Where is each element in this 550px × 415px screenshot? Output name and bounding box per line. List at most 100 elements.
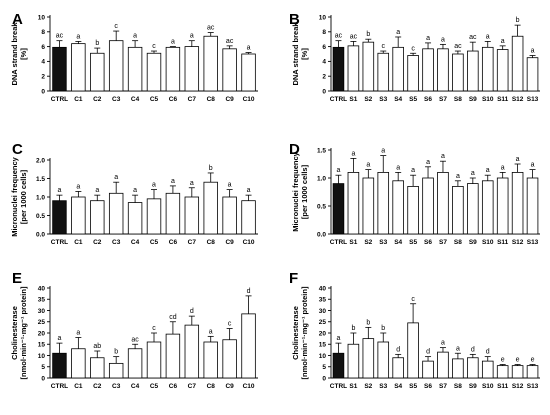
x-tick-label: C3 xyxy=(112,96,121,103)
significance-letter: b xyxy=(95,40,99,47)
x-tick-label: C7 xyxy=(188,96,197,103)
bar-c8 xyxy=(203,341,218,379)
x-tick-label: S8 xyxy=(454,96,462,103)
significance-letter: a xyxy=(76,183,80,190)
significance-letter: e xyxy=(501,357,505,364)
x-tick-label: CTRL xyxy=(330,96,347,103)
bar-s1 xyxy=(347,45,360,92)
bar-s1 xyxy=(347,171,360,235)
x-tick-label: S1 xyxy=(349,239,357,246)
bar-c2 xyxy=(90,200,105,235)
significance-letter: a xyxy=(426,35,430,42)
bar-s8 xyxy=(452,53,464,92)
x-tick-label: C6 xyxy=(169,383,178,390)
bar-s5 xyxy=(407,322,419,379)
x-tick-label: S3 xyxy=(379,383,387,390)
bar-s11 xyxy=(496,49,509,92)
x-tick-label: C1 xyxy=(74,383,83,390)
bar-c5 xyxy=(146,341,162,379)
x-tick-label: C4 xyxy=(131,239,140,246)
x-tick-label: S2 xyxy=(364,239,372,246)
significance-letter: b xyxy=(209,165,213,172)
y-axis-label-line: [nmol·min⁻¹·mg⁻¹ protein] xyxy=(19,286,28,379)
x-tick-label: S10 xyxy=(482,383,494,390)
bar-c9 xyxy=(222,339,237,379)
significance-letter: a xyxy=(58,187,62,194)
y-tick-label: 0 xyxy=(322,88,326,95)
y-axis-label: Micronuclei frequency[per 1000 cells] xyxy=(10,156,28,236)
significance-letter: ac xyxy=(454,43,462,50)
y-tick-label: 8 xyxy=(322,29,326,36)
bar-s9 xyxy=(467,50,479,92)
y-tick-label: 25 xyxy=(38,319,46,326)
x-tick-label: S1 xyxy=(349,383,357,390)
x-tick-label: S9 xyxy=(469,96,477,103)
x-tick-label: S6 xyxy=(424,383,432,390)
significance-letter: a xyxy=(501,164,505,171)
significance-letter: c xyxy=(382,43,386,50)
x-tick-label: S2 xyxy=(364,96,372,103)
significance-letter: e xyxy=(516,357,520,364)
x-tick-label: CTRL xyxy=(51,96,68,103)
bar-s5 xyxy=(407,55,419,92)
bar-ctrl xyxy=(52,352,67,379)
x-tick-label: C8 xyxy=(207,96,216,103)
significance-letter: a xyxy=(396,164,400,171)
bar-s3 xyxy=(377,171,390,235)
x-tick-label: S8 xyxy=(454,383,462,390)
bar-c9 xyxy=(222,196,237,235)
y-tick-label: 5 xyxy=(41,364,45,371)
y-axis-label-line: [per 1000 cells] xyxy=(19,169,28,224)
y-tick-label: 4 xyxy=(41,59,45,66)
significance-letter: c xyxy=(228,321,232,328)
bar-c7 xyxy=(184,324,200,379)
x-tick-label: S10 xyxy=(482,96,494,103)
y-tick-label: 0.0 xyxy=(36,231,45,238)
bar-s4 xyxy=(392,46,404,92)
significance-letter: a xyxy=(133,187,137,194)
x-tick-label: S13 xyxy=(527,96,539,103)
y-axis-label-line: DNA strand break xyxy=(10,22,19,86)
y-axis-label: Cholinesterase[nmol·min⁻¹·mg⁻¹ protein] xyxy=(10,286,28,379)
bar-s1 xyxy=(347,343,360,379)
significance-letter: ac xyxy=(469,34,477,41)
bar-c10 xyxy=(241,200,256,235)
panel-letter: E xyxy=(12,270,22,287)
x-tick-label: C10 xyxy=(243,239,255,246)
significance-letter: a xyxy=(441,340,445,347)
significance-letter: a xyxy=(247,45,251,52)
y-axis-label-line: [%] xyxy=(300,48,309,60)
y-tick-label: 15 xyxy=(319,342,327,349)
significance-letter: a xyxy=(486,167,490,174)
x-tick-label: S12 xyxy=(512,96,524,103)
x-tick-label: S5 xyxy=(409,96,417,103)
bar-c6 xyxy=(165,46,181,92)
panel-letter: F xyxy=(289,270,298,287)
significance-letter: ac xyxy=(207,25,215,32)
significance-letter: a xyxy=(58,335,62,342)
bar-s5 xyxy=(407,185,419,235)
significance-letter: a xyxy=(441,153,445,160)
bar-s12 xyxy=(511,171,524,235)
x-tick-label: S5 xyxy=(409,383,417,390)
y-axis-label-line: Micronuclei frequency xyxy=(291,151,300,231)
bar-c10 xyxy=(241,53,256,92)
x-tick-label: S6 xyxy=(424,96,432,103)
bar-s6 xyxy=(422,360,434,379)
y-tick-label: 4 xyxy=(322,59,326,66)
y-tick-label: 1.5 xyxy=(317,147,326,154)
bar-s4 xyxy=(392,357,404,379)
bar-s7 xyxy=(437,171,449,235)
y-tick-label: 0.0 xyxy=(317,231,326,238)
x-tick-label: S6 xyxy=(424,239,432,246)
y-tick-label: 1.5 xyxy=(36,176,45,183)
significance-letter: a xyxy=(247,187,251,194)
significance-letter: a xyxy=(76,33,80,40)
significance-letter: a xyxy=(133,33,137,40)
y-tick-label: 35 xyxy=(319,297,327,304)
x-tick-label: CTRL xyxy=(51,239,68,246)
